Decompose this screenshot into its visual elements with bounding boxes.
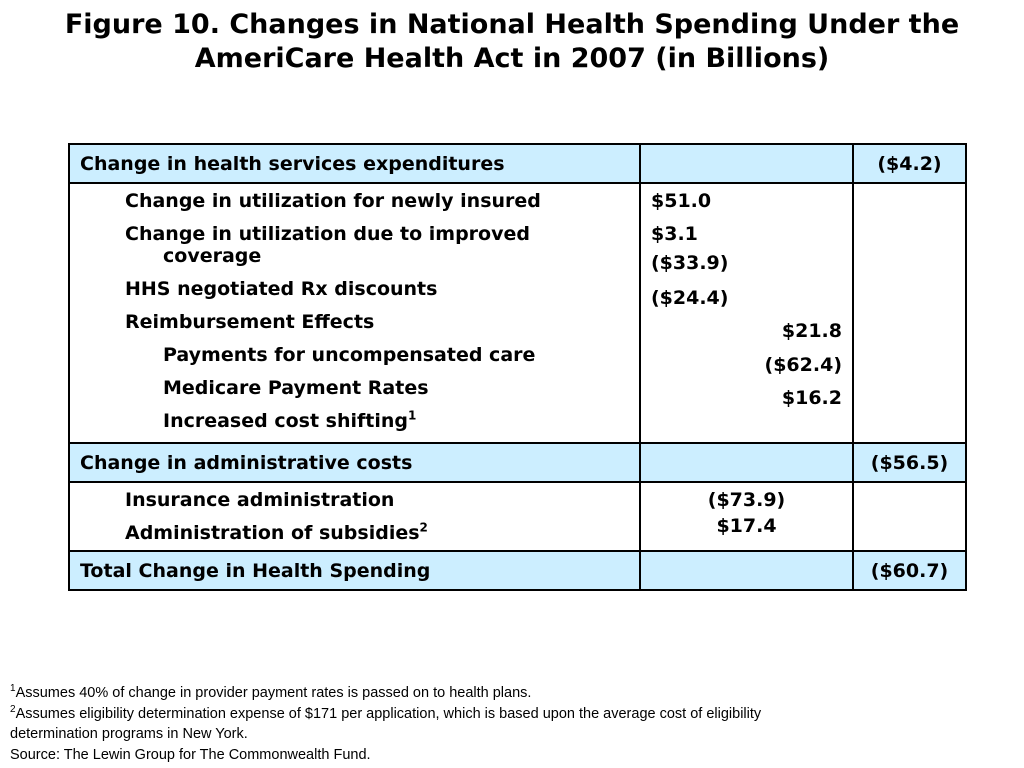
administrative-total: ($56.5) (852, 442, 967, 483)
figure-title: Figure 10. Changes in National Health Sp… (0, 8, 1024, 76)
administrative-items-values: ($73.9) $17.4 (639, 481, 854, 552)
total-label: Total Change in Health Spending (68, 550, 641, 591)
footnote-marker: 1 (10, 683, 16, 695)
source-note: Source: The Lewin Group for The Commonwe… (10, 746, 371, 763)
table-row-administrative-header: Change in administrative costs ($56.5) (68, 442, 967, 483)
list-item-value: $51.0 (651, 190, 712, 212)
footnote-1-text: Assumes 40% of change in provider paymen… (15, 685, 532, 701)
empty-cell (639, 550, 854, 591)
table-row-total: Total Change in Health Spending ($60.7) (68, 550, 967, 591)
list-item-value: ($73.9) (707, 489, 786, 511)
list-item-label-text: Administration of subsidies (125, 522, 420, 544)
health-services-label: Change in health services expenditures (68, 143, 641, 184)
table-row-health-services-detail: Change in utilization for newly insured … (68, 182, 967, 444)
list-item-label: Payments for uncompensated care (163, 344, 536, 366)
list-item-value: $21.8 (781, 320, 842, 342)
empty-cell (852, 481, 967, 552)
empty-cell (639, 143, 854, 184)
empty-cell (852, 182, 967, 444)
health-services-total: ($4.2) (852, 143, 967, 184)
list-item-label: Reimbursement Effects (125, 311, 375, 333)
administrative-label: Change in administrative costs (68, 442, 641, 483)
list-item-label: Insurance administration (125, 489, 395, 511)
list-item-label: Change in utilization for newly insured (125, 190, 541, 212)
footnote-2-continued: determination programs in New York. (10, 726, 248, 742)
spending-table: Change in health services expenditures (… (68, 143, 967, 591)
list-item-label: Administration of subsidies2 (70, 517, 639, 550)
figure-title-line-1: Figure 10. Changes in National Health Sp… (64, 9, 960, 40)
footnote-marker: 2 (419, 520, 428, 535)
footnote-1: 1Assumes 40% of change in provider payme… (10, 683, 1010, 704)
list-item-value: $17.4 (716, 515, 777, 537)
list-item-value: $3.1 (651, 223, 698, 245)
footnote-2-text-line-1: Assumes eligibility determination expens… (15, 705, 762, 722)
health-services-items-values: $51.0 $3.1 ($33.9) ($24.4) $21.8 ($62.4)… (639, 182, 854, 444)
total-value: ($60.7) (852, 550, 967, 591)
list-item-value: ($24.4) (651, 287, 729, 309)
figure-title-line-2: AmeriCare Health Act in 2007 (in Billion… (194, 43, 830, 74)
list-item-label: HHS negotiated Rx discounts (125, 278, 438, 300)
list-item-label-text: Increased cost shifting (163, 410, 409, 432)
health-services-items-labels: Change in utilization for newly insured … (68, 182, 641, 444)
list-item-label: Change in utilization due to improved (125, 223, 530, 245)
table-row-administrative-detail: Insurance administration Administration … (68, 481, 967, 552)
list-item-label-continued: coverage (163, 245, 262, 267)
footnote-2: 2Assumes eligibility determination expen… (10, 704, 1010, 725)
footnote-marker: 2 (10, 703, 16, 715)
list-item-value: $16.2 (781, 387, 842, 409)
list-item-value: ($33.9) (651, 252, 729, 274)
list-item-label: Medicare Payment Rates (163, 377, 429, 399)
footnotes: 1Assumes 40% of change in provider payme… (10, 683, 1010, 765)
list-item-label: Increased cost shifting1 (70, 405, 639, 438)
table-row-health-services-header: Change in health services expenditures (… (68, 143, 967, 184)
empty-cell (639, 442, 854, 483)
list-item-value: ($62.4) (764, 354, 842, 376)
footnote-marker: 1 (408, 408, 417, 423)
administrative-items-labels: Insurance administration Administration … (68, 481, 641, 552)
